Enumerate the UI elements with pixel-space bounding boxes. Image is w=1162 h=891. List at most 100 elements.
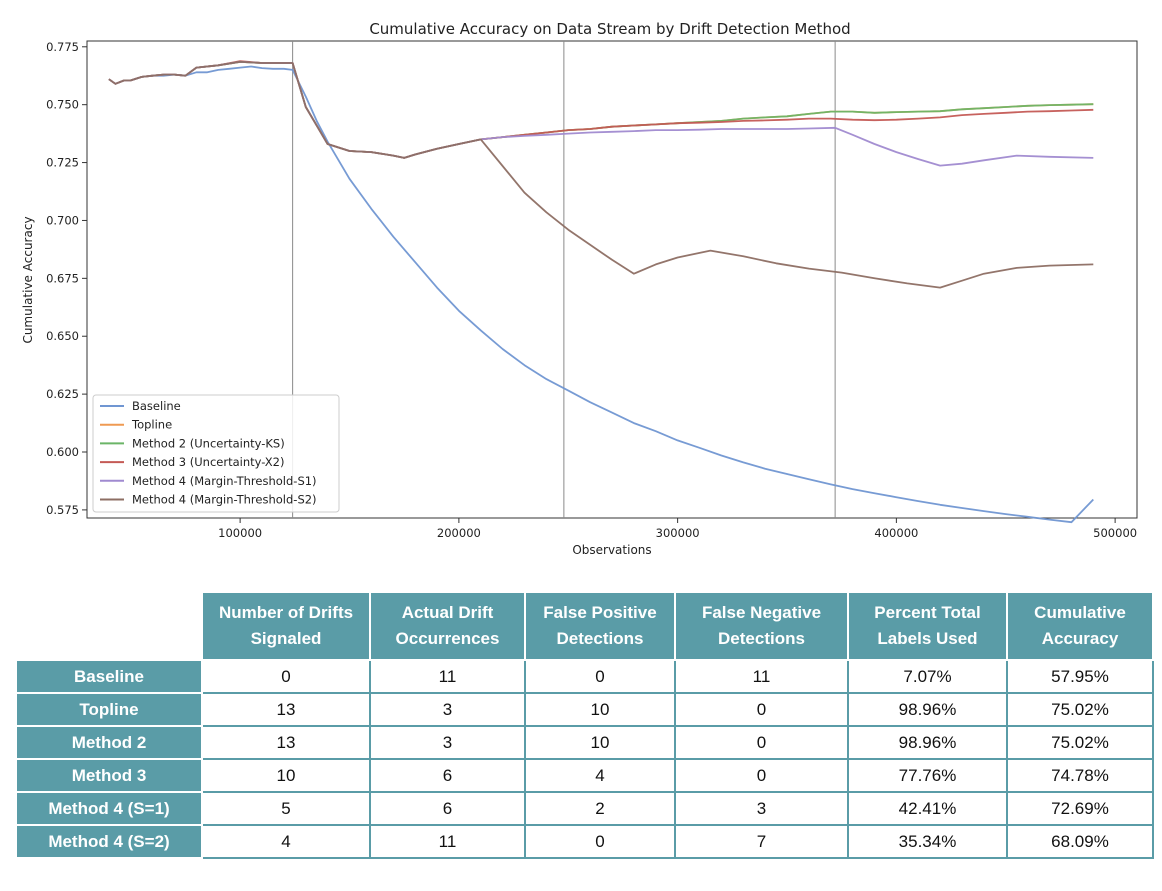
- legend-label: Method 4 (Margin-Threshold-S2): [132, 493, 317, 507]
- header-line: Actual Drift: [401, 603, 494, 622]
- y-tick-label: 0.650: [46, 329, 79, 343]
- header-line: Accuracy: [1041, 629, 1119, 648]
- series-line: [108, 60, 1094, 159]
- table-cell: 6: [369, 758, 526, 793]
- x-axis-label: Observations: [572, 543, 651, 557]
- x-tick-label: 300000: [656, 526, 700, 540]
- table-cell: 4: [201, 824, 371, 859]
- table-cell: 11: [369, 659, 526, 694]
- row-label: Method 4 (S=1): [15, 791, 203, 826]
- series-line: [108, 60, 1094, 289]
- row-label: Baseline: [15, 659, 203, 694]
- header-corner: [16, 592, 202, 660]
- y-axis-label: Cumulative Accuracy: [21, 216, 35, 343]
- y-tick-label: 0.575: [46, 503, 79, 517]
- table-cell: 98.96%: [847, 725, 1008, 760]
- header-line: False Negative: [701, 603, 822, 622]
- table-cell: 0: [674, 758, 849, 793]
- table-cell: 7: [674, 824, 849, 859]
- table-cell: 10: [201, 758, 371, 793]
- table-cell: 57.95%: [1006, 659, 1154, 694]
- x-tick-label: 200000: [437, 526, 481, 540]
- table-header-row: Number of Drifts Signaled Actual Drift Occ…: [16, 591, 1154, 661]
- table-cell: 13: [201, 692, 371, 727]
- header-line: Labels Used: [877, 629, 978, 648]
- y-tick-label: 0.775: [46, 40, 79, 54]
- table-cell: 5: [201, 791, 371, 826]
- header-false-negative: False Negative Detections: [674, 591, 849, 661]
- header-cumulative-accuracy: Cumulative Accuracy: [1006, 591, 1154, 661]
- table-cell: 0: [674, 725, 849, 760]
- table-cell: 75.02%: [1006, 725, 1154, 760]
- y-tick-label: 0.600: [46, 445, 79, 459]
- y-tick-label: 0.725: [46, 156, 79, 170]
- header-false-positive: False Positive Detections: [524, 591, 676, 661]
- table-cell: 68.09%: [1006, 824, 1154, 859]
- table-row: Method 4 (S=1) 5 6 2 3 42.41% 72.69%: [15, 791, 1154, 826]
- table-cell: 0: [524, 824, 676, 859]
- header-labels-used: Percent Total Labels Used: [847, 591, 1008, 661]
- y-tick-label: 0.625: [46, 387, 79, 401]
- header-line: Cumulative: [1034, 603, 1126, 622]
- legend-label: Baseline: [132, 399, 181, 413]
- chart-title: Cumulative Accuracy on Data Stream by Dr…: [369, 20, 850, 38]
- y-tick-label: 0.700: [46, 213, 79, 227]
- legend: Baseline Topline Method 2 (Uncertainty-KS)…: [92, 394, 340, 513]
- table-cell: 11: [369, 824, 526, 859]
- table-cell: 0: [201, 659, 371, 694]
- series-line: [108, 65, 1094, 524]
- table-cell: 42.41%: [847, 791, 1008, 826]
- table-cell: 10: [524, 692, 676, 727]
- table-cell: 0: [524, 659, 676, 694]
- header-line: Detections: [556, 629, 644, 648]
- table-row: Method 3 10 6 4 0 77.76% 74.78%: [15, 758, 1154, 793]
- table-cell: 35.34%: [847, 824, 1008, 859]
- row-label: Topline: [15, 692, 203, 727]
- plot-area: [86, 40, 1138, 519]
- table-cell: 3: [674, 791, 849, 826]
- legend-box: [92, 394, 340, 513]
- header-line: Percent Total: [874, 603, 981, 622]
- table-cell: 72.69%: [1006, 791, 1154, 826]
- table-row: Topline 13 3 10 0 98.96% 75.02%: [15, 692, 1154, 727]
- row-label: Method 4 (S=2): [15, 824, 203, 859]
- row-label: Method 2: [15, 725, 203, 760]
- line-chart: Cumulative Accuracy on Data Stream by Dr…: [21, 20, 1138, 557]
- table-cell: 74.78%: [1006, 758, 1154, 793]
- legend-label: Topline: [131, 418, 172, 432]
- table-cell: 3: [369, 692, 526, 727]
- header-drifts-signaled: Number of Drifts Signaled: [201, 591, 371, 661]
- table-cell: 2: [524, 791, 676, 826]
- x-tick-label: 500000: [1093, 526, 1137, 540]
- drift-lines: [292, 41, 836, 518]
- header-line: Number of Drifts: [218, 603, 354, 622]
- table-row: Method 2 13 3 10 0 98.96% 75.02%: [15, 725, 1154, 760]
- x-tick-label: 100000: [218, 526, 262, 540]
- table-cell: 77.76%: [847, 758, 1008, 793]
- table-cell: 3: [369, 725, 526, 760]
- table-cell: 98.96%: [847, 692, 1008, 727]
- series-lines: [108, 60, 1094, 524]
- results-table: Number of Drifts Signaled Actual Drift Occ…: [15, 591, 1154, 859]
- table-cell: 7.07%: [847, 659, 1008, 694]
- table-row: Method 4 (S=2) 4 11 0 7 35.34% 68.09%: [15, 824, 1154, 859]
- table-cell: 0: [674, 692, 849, 727]
- table-row: Baseline 0 11 0 11 7.07% 57.95%: [15, 659, 1154, 694]
- y-tick-label: 0.675: [46, 271, 79, 285]
- table-cell: 11: [674, 659, 849, 694]
- axis-ticks: 100000 200000 300000 400000 500000 0.575 0.600…: [46, 40, 1137, 540]
- series-line: [108, 60, 1094, 167]
- x-tick-label: 400000: [874, 526, 918, 540]
- table-cell: 6: [369, 791, 526, 826]
- header-line: Signaled: [250, 629, 322, 648]
- header-line: False Positive: [543, 603, 657, 622]
- row-label: Method 3: [15, 758, 203, 793]
- header-line: Occurrences: [395, 629, 500, 648]
- table-cell: 13: [201, 725, 371, 760]
- table-cell: 4: [524, 758, 676, 793]
- y-tick-label: 0.750: [46, 98, 79, 112]
- table-cell: 10: [524, 725, 676, 760]
- legend-label: Method 4 (Margin-Threshold-S1): [132, 474, 317, 488]
- legend-label: Method 3 (Uncertainty-X2): [132, 455, 285, 469]
- legend-label: Method 2 (Uncertainty-KS): [132, 436, 285, 450]
